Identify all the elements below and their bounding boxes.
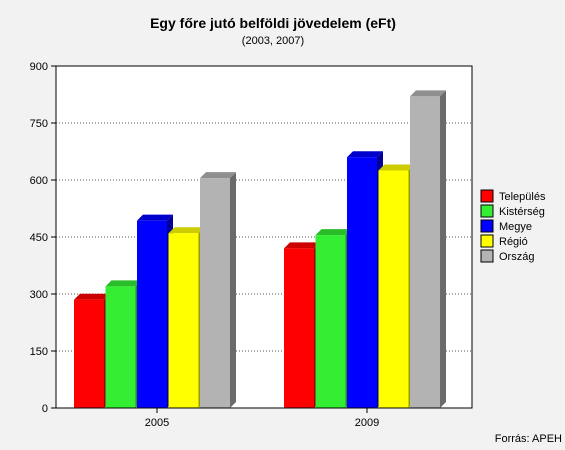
legend-swatch bbox=[480, 189, 494, 203]
bar bbox=[315, 229, 352, 408]
bar-front bbox=[347, 157, 377, 408]
chart-title: Egy főre jutó belföldi jövedelem (eFt) bbox=[150, 15, 396, 31]
y-tick-label: 450 bbox=[30, 232, 48, 244]
bar bbox=[105, 280, 142, 408]
plot-border bbox=[55, 65, 473, 409]
y-tick-label: 300 bbox=[30, 289, 48, 301]
legend-label: Település bbox=[499, 191, 546, 203]
bar-top bbox=[315, 229, 352, 236]
legend-label: Kistérség bbox=[499, 206, 545, 218]
y-tick-label: 900 bbox=[30, 61, 48, 73]
bar bbox=[168, 227, 205, 408]
bar-top bbox=[378, 164, 415, 171]
bar-top bbox=[137, 214, 173, 221]
bar-front bbox=[315, 235, 346, 408]
x-tick-label: 2009 bbox=[355, 417, 379, 429]
bar-front bbox=[105, 286, 136, 408]
y-tick-label: 750 bbox=[30, 118, 48, 130]
bar bbox=[284, 242, 320, 408]
y-tick-label: 150 bbox=[30, 346, 48, 358]
bar-front bbox=[284, 248, 314, 408]
legend-label: Ország bbox=[499, 251, 534, 263]
bar bbox=[347, 151, 383, 408]
bar-front bbox=[410, 96, 440, 409]
bars bbox=[74, 90, 446, 409]
source-note: Forrás: APEH bbox=[495, 433, 562, 445]
bar bbox=[74, 293, 110, 408]
legend-swatch bbox=[480, 204, 494, 218]
bar-top bbox=[347, 151, 383, 158]
legend-label: Megye bbox=[499, 221, 532, 233]
legend-swatch bbox=[480, 234, 494, 248]
bar bbox=[137, 214, 173, 408]
x-tick-label: 2005 bbox=[145, 417, 169, 429]
legend: Település Kistérség Megye Régió Ország bbox=[480, 189, 546, 263]
bar-front bbox=[200, 178, 230, 408]
bar-side bbox=[230, 172, 236, 408]
bar-top bbox=[284, 242, 320, 249]
chart-subtitle: (2003, 2007) bbox=[242, 35, 304, 47]
legend-swatch bbox=[480, 219, 494, 233]
bar-front bbox=[378, 170, 409, 408]
bar bbox=[378, 164, 415, 408]
bar-top bbox=[105, 280, 142, 287]
bar-front bbox=[137, 220, 167, 408]
bar-front bbox=[74, 299, 104, 408]
y-tick-label: 600 bbox=[30, 175, 48, 187]
bar bbox=[410, 90, 446, 409]
bar-top bbox=[74, 293, 110, 300]
axes: 0 150 300 450 600 750 900 2005 2009 bbox=[30, 61, 473, 429]
bar-side bbox=[440, 90, 446, 409]
bar-top bbox=[410, 90, 446, 97]
bar-front bbox=[168, 233, 199, 408]
bar bbox=[200, 172, 236, 408]
bar-top bbox=[200, 172, 236, 179]
legend-label: Régió bbox=[499, 236, 528, 248]
legend-swatch bbox=[480, 249, 494, 263]
bar-top bbox=[168, 227, 205, 234]
y-tick-label: 0 bbox=[42, 403, 48, 415]
